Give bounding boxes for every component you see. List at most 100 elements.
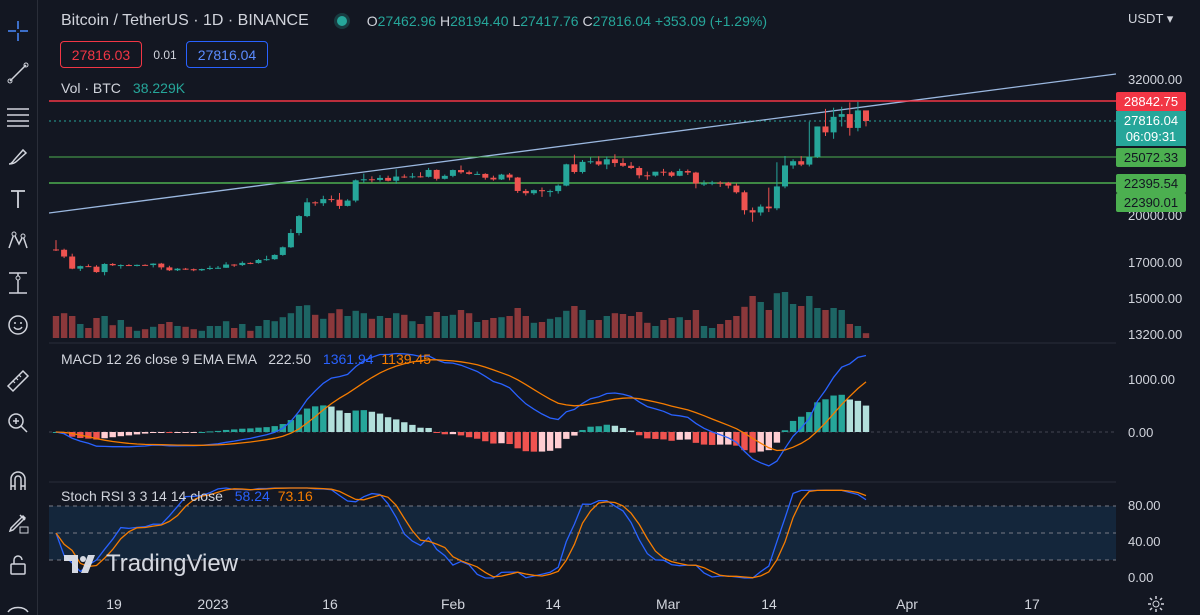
macd-histogram-bar — [652, 432, 659, 439]
volume-bar — [619, 314, 627, 338]
candle-body — [628, 165, 635, 168]
volume-bar — [749, 296, 756, 338]
macd-histogram-bar — [312, 406, 319, 432]
macd-histogram-bar — [425, 427, 432, 432]
macd-histogram-bar — [133, 432, 141, 435]
stoch-tick: 40.00 — [1128, 534, 1161, 549]
candle-body — [174, 268, 181, 271]
candle-body — [498, 174, 505, 180]
macd-histogram-bar — [384, 417, 392, 432]
candle-body — [530, 190, 537, 194]
macd-histogram-bar — [603, 424, 610, 432]
macd-histogram-bar — [206, 431, 214, 433]
stoch-tick: 0.00 — [1128, 570, 1154, 585]
volume-bar — [141, 329, 149, 338]
candle-body — [206, 267, 213, 270]
measure-icon[interactable] — [3, 268, 33, 298]
candle-body — [231, 264, 238, 266]
macd-histogram-bar — [530, 432, 538, 452]
trend-line-icon[interactable] — [3, 58, 33, 88]
time-tick: 14 — [761, 596, 777, 612]
macd-histogram-bar — [498, 432, 505, 444]
volume-bar — [271, 321, 278, 338]
candle-body — [587, 161, 594, 163]
sell-button[interactable]: 27816.03 — [60, 41, 142, 68]
macd-tick: 0.00 — [1128, 425, 1154, 440]
volume-bar — [101, 316, 108, 338]
volume-bar — [85, 328, 92, 338]
price-tick: 13200.00 — [1128, 327, 1183, 342]
macd-histogram-bar — [506, 432, 513, 445]
candle-body — [134, 264, 140, 266]
macd-histogram-bar — [644, 432, 651, 439]
price-tick: 15000.00 — [1128, 291, 1183, 306]
macd-histogram-bar — [741, 432, 748, 451]
pattern-icon[interactable] — [3, 226, 33, 256]
macd-histogram-bar — [765, 432, 772, 451]
volume-bar — [814, 308, 821, 338]
candle-body — [190, 269, 197, 271]
volume-bar — [587, 320, 594, 338]
time-tick: Apr — [896, 596, 918, 612]
candle-body — [166, 267, 173, 271]
macd-histogram-bar — [838, 394, 845, 432]
emoji-icon[interactable] — [3, 310, 33, 340]
candle-body — [692, 172, 699, 184]
chart-canvas[interactable] — [49, 0, 1116, 615]
text-icon[interactable] — [3, 184, 33, 214]
candle-body — [182, 268, 189, 270]
volume-bar — [263, 320, 270, 338]
price-axis[interactable]: USDT ▾ 32000.00 20000.00 17000.00 15000.… — [1116, 0, 1200, 615]
macd-histogram-bar — [255, 427, 262, 432]
price-tick: 32000.00 — [1128, 72, 1183, 87]
volume-bar — [425, 316, 432, 338]
macd-histogram-bar — [862, 405, 870, 432]
time-axis[interactable]: 19 2023 16 Feb 14 Mar 14 Apr 17 — [49, 592, 1116, 615]
volume-bar — [222, 321, 230, 338]
macd-histogram-bar — [303, 408, 311, 432]
stoch-label: Stoch RSI 3 3 14 14 close — [61, 488, 223, 504]
trend-line — [49, 73, 1116, 214]
buy-button[interactable]: 27816.04 — [186, 41, 268, 68]
volume-bar — [376, 316, 384, 338]
price-chart[interactable] — [49, 0, 1116, 615]
lock-drawing-icon[interactable] — [3, 508, 33, 538]
settings-gear-icon[interactable] — [1146, 594, 1166, 614]
volume-bar — [409, 321, 416, 338]
stoch-k-value: 58.24 — [234, 488, 270, 504]
zoom-icon[interactable] — [3, 408, 33, 438]
macd-histogram-bar — [587, 426, 594, 432]
lock-icon[interactable] — [3, 550, 33, 580]
macd-histogram-bar — [781, 430, 789, 432]
volume-bar — [328, 313, 335, 338]
macd-histogram-bar — [141, 432, 149, 434]
macd-histogram-bar — [368, 411, 376, 432]
volume-bar — [166, 322, 173, 338]
support-price-label: 22395.54 — [1116, 174, 1186, 193]
candle-body — [668, 172, 675, 176]
macd-histogram-bar — [376, 413, 384, 432]
volume-bar — [465, 313, 473, 338]
candle-body — [733, 185, 740, 193]
ohlc-values: O27462.96 H28194.40 L27417.76 C27816.04 … — [366, 13, 767, 29]
volume-bar — [789, 304, 797, 338]
ruler-icon[interactable] — [3, 366, 33, 396]
macd-histogram-bar — [563, 432, 570, 439]
symbol-title[interactable]: Bitcoin / TetherUS · 1D · BINANCE — [61, 12, 309, 29]
stoch-d-line — [55, 487, 867, 579]
stoch-d-value: 73.16 — [277, 488, 313, 504]
candle-body — [676, 171, 683, 176]
candle-body — [620, 163, 626, 166]
fib-icon[interactable] — [3, 100, 33, 130]
candle-body — [360, 179, 367, 181]
magnet-icon[interactable] — [3, 466, 33, 496]
volume-bar — [457, 310, 465, 338]
candle-body — [368, 179, 375, 181]
candle-body — [757, 206, 764, 213]
candle-body — [417, 176, 424, 178]
brush-icon[interactable] — [3, 142, 33, 172]
eye-icon[interactable] — [3, 590, 33, 615]
crosshair-icon[interactable] — [3, 16, 33, 46]
currency-selector[interactable]: USDT ▾ — [1128, 11, 1174, 26]
candle-body — [287, 233, 294, 248]
